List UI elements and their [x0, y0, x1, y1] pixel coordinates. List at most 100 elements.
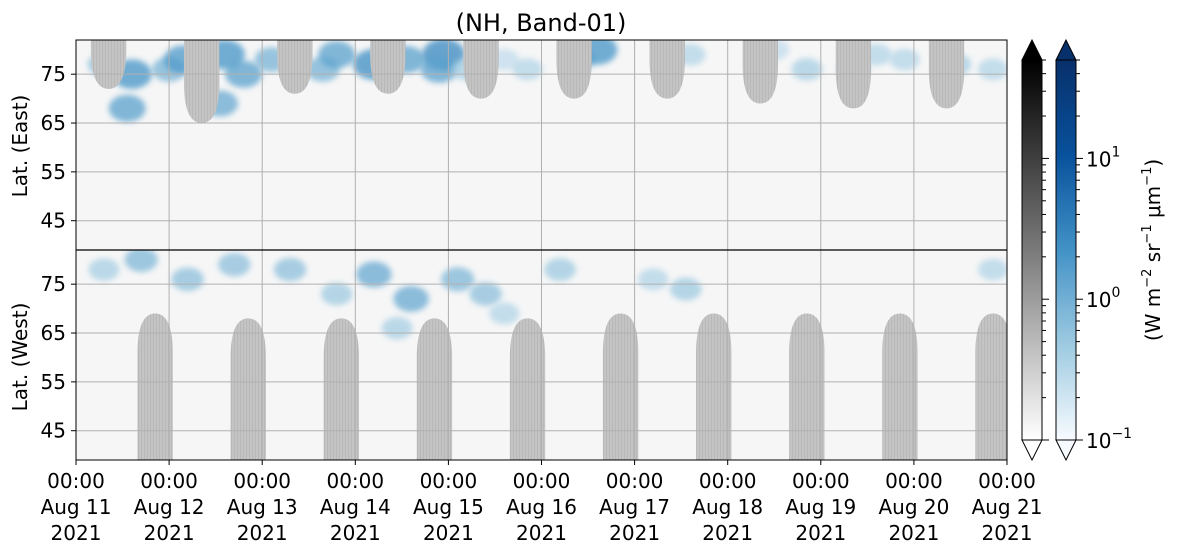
daylight-region-west	[696, 313, 732, 460]
x-tick-label: 00:00	[513, 469, 571, 493]
daylight-region-west	[323, 318, 360, 460]
colorbar-label: (W m−2 sr−1 μm−1)	[1140, 159, 1165, 341]
x-tick-label: Aug 21	[972, 495, 1043, 519]
x-tick-label: 00:00	[326, 469, 384, 493]
west-panel	[88, 250, 1007, 460]
x-tick-label: Aug 20	[878, 495, 949, 519]
chart-title: (NH, Band-01)	[456, 9, 627, 37]
radiance-blob-west	[489, 302, 520, 325]
daylight-region-east	[277, 40, 313, 94]
radiance-blob-west	[638, 268, 669, 291]
y-tick-label: 65	[41, 321, 66, 345]
radiance-blob-east	[318, 41, 356, 69]
daylight-region-west	[882, 313, 918, 460]
y-tick-label: 75	[41, 272, 66, 296]
daylight-region-west	[230, 318, 266, 460]
x-tick-label: Aug 16	[506, 495, 577, 519]
radiance-blob-west	[544, 258, 576, 281]
radiance-blob-west	[381, 316, 413, 340]
radiance-blob-west	[124, 250, 158, 272]
x-tick-label: 2021	[330, 521, 381, 545]
x-tick-label: 2021	[702, 521, 753, 545]
y-tick-label: 75	[41, 62, 66, 86]
y-tick-label: 45	[41, 419, 66, 443]
daylight-region-east	[90, 40, 127, 89]
colorbar-blue	[1055, 59, 1077, 441]
x-tick-label: 00:00	[233, 469, 291, 493]
x-tick-label: 2021	[516, 521, 567, 545]
colorbar-extend-bottom	[1021, 439, 1043, 462]
daylight-region-west	[509, 318, 546, 460]
radiance-blob-west	[171, 267, 204, 292]
x-tick-label: Aug 13	[227, 495, 298, 519]
daylight-region-east	[742, 40, 778, 104]
x-tick-label: 2021	[144, 521, 195, 545]
x-tick-label: 00:00	[978, 469, 1036, 493]
x-tick-label: Aug 19	[785, 495, 856, 519]
colorbar-extend-bottom	[1055, 439, 1077, 462]
daylight-region-east	[556, 40, 592, 99]
x-tick-label: 2021	[982, 521, 1033, 545]
x-tick-label: 00:00	[420, 469, 478, 493]
grid	[76, 40, 1007, 460]
x-tick-label: 2021	[888, 521, 939, 545]
y-tick-label: 65	[41, 111, 66, 135]
daylight-region-west	[416, 318, 453, 460]
x-tick-label: 2021	[609, 521, 660, 545]
x-tick-label: 2021	[795, 521, 846, 545]
daylight-region-west	[602, 313, 639, 460]
colorbar-tick-label: 100	[1086, 285, 1120, 312]
x-tick-label: Aug 17	[599, 495, 670, 519]
daylight-region-east	[183, 40, 220, 124]
radiance-blob-west	[977, 258, 1007, 281]
x-tick-label: 2021	[423, 521, 474, 545]
x-tick-label: Aug 12	[134, 495, 205, 519]
radiance-blob-east	[512, 58, 543, 81]
x-tick-label: Aug 14	[320, 495, 391, 519]
radiance-blob-east	[977, 58, 1007, 81]
x-tick-label: 00:00	[699, 469, 757, 493]
colorbar-extend-top	[1055, 38, 1077, 61]
daylight-region-west	[975, 313, 1007, 460]
radiance-blob-west	[441, 267, 475, 292]
colorbar-tick-label: 10−1	[1086, 426, 1132, 453]
x-tick-label: 2021	[51, 521, 102, 545]
x-tick-label: Aug 18	[692, 495, 763, 519]
colorbar-gray	[1021, 59, 1043, 441]
colorbar-extend-top	[1021, 38, 1043, 61]
x-tick-label: 00:00	[47, 469, 105, 493]
radiance-blob-west	[88, 258, 120, 281]
radiance-blob-west	[320, 282, 353, 306]
radiance-blob-west	[670, 277, 702, 301]
x-tick-label: 00:00	[792, 469, 850, 493]
radiance-blob-west	[273, 257, 307, 282]
y-tick-label: 55	[41, 160, 66, 184]
daylight-region-east	[463, 40, 499, 99]
radiance-blob-west	[393, 285, 429, 312]
colorbars: 101 100 10−1	[1021, 38, 1132, 462]
x-tick-label: Aug 15	[413, 495, 484, 519]
radiance-blob-west	[218, 252, 251, 277]
colorbar-tick-label: 101	[1086, 144, 1120, 171]
radiance-blob-west	[356, 261, 392, 288]
x-tick-label: 00:00	[885, 469, 943, 493]
daylight-region-east	[649, 40, 685, 99]
daylight-region-east	[370, 40, 406, 94]
y-axis-label-west: Lat. (West)	[8, 303, 32, 412]
radiance-blob-west	[469, 282, 502, 306]
x-tick-label: 2021	[237, 521, 288, 545]
x-tick-label: Aug 11	[41, 495, 112, 519]
x-tick-label: 00:00	[140, 469, 198, 493]
x-tick-label: 00:00	[606, 469, 664, 493]
radiance-blob-east	[791, 58, 823, 81]
daylight-region-west	[137, 313, 173, 460]
radiance-blob-east	[108, 94, 146, 122]
y-tick-label: 45	[41, 209, 66, 233]
y-axis-label-east: Lat. (East)	[8, 95, 32, 198]
east-panel	[87, 40, 1007, 124]
daylight-region-west	[789, 313, 825, 460]
y-tick-label: 55	[41, 370, 66, 394]
radiance-blob-east	[889, 48, 920, 71]
